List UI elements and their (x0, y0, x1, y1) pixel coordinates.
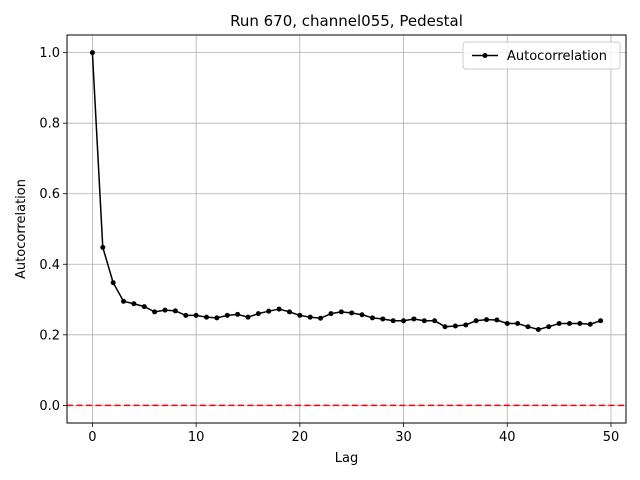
x-tick-label: 20 (292, 430, 309, 445)
y-tick-label: 0.2 (39, 328, 60, 343)
data-point (152, 309, 158, 315)
data-point (598, 318, 604, 324)
data-point (421, 318, 427, 324)
data-point (266, 308, 272, 314)
grid-layer (67, 35, 626, 423)
data-point (525, 324, 531, 330)
data-point (463, 322, 469, 328)
y-axis-title: Autocorrelation (14, 179, 29, 279)
data-point (577, 321, 583, 327)
data-point (193, 312, 199, 318)
series-layer (89, 50, 604, 333)
data-point (276, 306, 282, 312)
data-point (255, 311, 261, 317)
x-tick-label: 40 (499, 430, 516, 445)
data-point (442, 324, 448, 330)
data-point (566, 321, 572, 327)
data-point (546, 324, 552, 330)
data-point (131, 301, 137, 307)
y-tick-label: 0.6 (39, 187, 60, 202)
legend-box (462, 41, 621, 70)
data-point (318, 315, 324, 321)
y-tick-label: 0.4 (39, 258, 60, 273)
x-axis-title: Lag (335, 451, 358, 466)
data-point (286, 309, 292, 315)
data-point (473, 318, 479, 324)
data-point (535, 327, 541, 333)
data-point (369, 315, 375, 321)
data-point (121, 298, 127, 304)
data-point (515, 321, 521, 327)
data-point (380, 316, 386, 322)
data-point (297, 312, 303, 318)
data-point (183, 312, 189, 318)
data-point (359, 312, 365, 318)
data-point (162, 307, 168, 313)
x-tick-label: 0 (88, 430, 96, 445)
data-point (245, 314, 251, 320)
data-point (141, 304, 147, 310)
data-point (401, 318, 407, 324)
legend: Autocorrelation (462, 41, 621, 70)
data-point (432, 318, 438, 324)
x-tick-label: 30 (395, 430, 412, 445)
data-point (484, 317, 490, 323)
legend-marker-swatch (482, 53, 488, 58)
data-point (411, 316, 417, 322)
data-point (338, 309, 344, 315)
data-point (100, 244, 106, 250)
data-point (349, 310, 355, 316)
x-tick-label: 50 (603, 430, 620, 445)
y-tick-label: 0.8 (39, 117, 60, 132)
data-point (494, 317, 500, 323)
data-point (587, 321, 593, 327)
x-tick-label: 10 (188, 430, 205, 445)
data-point (504, 321, 510, 327)
legend-label: Autocorrelation (507, 49, 607, 64)
data-point (224, 312, 230, 318)
y-tick-label: 0.0 (39, 399, 60, 414)
data-point (390, 318, 396, 324)
data-point (328, 311, 334, 317)
plot-frame (66, 34, 627, 424)
data-point (235, 311, 241, 317)
data-point (556, 321, 562, 327)
data-point (203, 314, 209, 320)
data-point (214, 315, 220, 321)
y-tick-label: 1.0 (39, 46, 60, 61)
data-point (110, 280, 116, 286)
data-point (89, 50, 95, 56)
data-point (452, 323, 458, 329)
chart-title: Run 670, channel055, Pedestal (230, 12, 463, 30)
tick-layer: 0 10 20 30 40 50 0.0 0.2 0.4 0.6 0.8 1.0 (39, 46, 619, 445)
data-point (172, 308, 178, 314)
data-point (307, 314, 313, 320)
